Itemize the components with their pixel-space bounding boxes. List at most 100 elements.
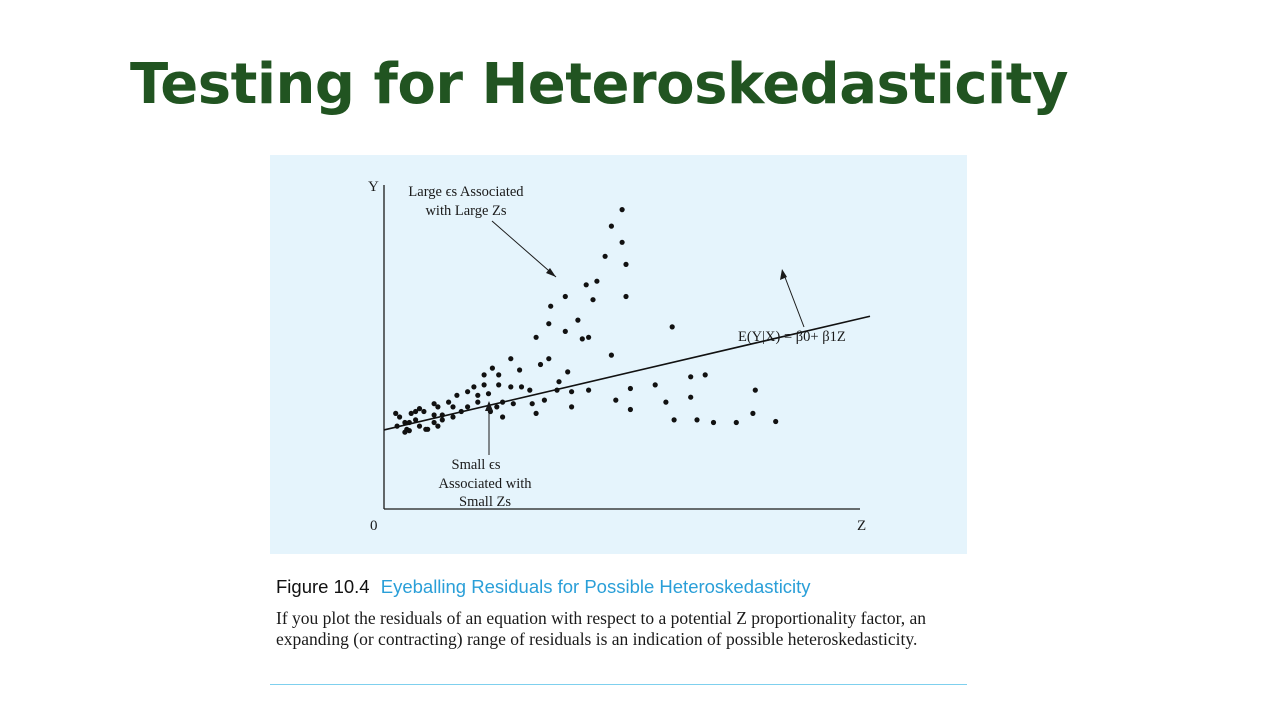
data-point — [694, 417, 700, 423]
scatter-chart: Y Z 0 Large ϵs Associated with Large Zs … — [368, 179, 871, 534]
origin-label: 0 — [370, 518, 378, 534]
data-point — [496, 372, 502, 378]
data-point — [541, 397, 547, 403]
data-point — [510, 401, 516, 407]
data-point — [402, 419, 408, 426]
annotation-large-arrow — [491, 220, 557, 278]
data-points — [393, 207, 779, 435]
data-point — [413, 417, 419, 423]
annotation-large-line2: with Large Zs — [425, 203, 506, 219]
data-point — [471, 384, 477, 390]
annotation-small-line3: Small Zs — [459, 494, 511, 510]
data-point — [562, 293, 568, 300]
data-point — [481, 372, 487, 378]
x-axis-label: Z — [857, 518, 866, 534]
data-point — [594, 278, 600, 284]
data-point — [431, 419, 437, 426]
annotation-small-line2: Associated with — [438, 476, 532, 492]
data-point — [773, 418, 779, 425]
data-point — [710, 419, 717, 426]
data-point — [508, 356, 514, 362]
data-point — [586, 387, 592, 393]
data-point — [450, 404, 456, 410]
annotation-large: Large ϵs Associated with Large Zs — [408, 184, 557, 278]
figure-panel: Y Z 0 Large ϵs Associated with Large Zs … — [270, 155, 967, 554]
data-point — [546, 356, 552, 362]
data-point — [669, 324, 675, 330]
data-point — [533, 334, 539, 340]
regression-label-arrowhead — [780, 269, 787, 280]
data-point — [416, 406, 423, 412]
data-point — [475, 392, 481, 398]
caption-rule — [270, 684, 967, 685]
data-point — [450, 414, 456, 420]
data-point — [517, 367, 523, 373]
data-point — [397, 414, 403, 420]
figure-title: Eyeballing Residuals for Possible Hetero… — [380, 576, 811, 597]
data-point — [652, 382, 658, 388]
data-point — [529, 401, 535, 407]
data-point — [421, 408, 427, 415]
figure-number: Figure 10.4 — [276, 576, 370, 597]
data-point — [608, 352, 614, 358]
annotation-large-line1: Large ϵs Associated — [408, 184, 524, 200]
annotation-large-arrowhead — [546, 268, 556, 277]
data-point — [465, 404, 471, 410]
data-point — [575, 317, 581, 323]
data-point — [750, 410, 756, 416]
data-point — [623, 261, 629, 267]
data-point — [431, 401, 437, 407]
data-point — [586, 334, 592, 340]
data-point — [416, 423, 423, 429]
data-point — [752, 387, 758, 393]
data-point — [439, 417, 445, 423]
data-point — [496, 382, 502, 388]
data-point — [733, 419, 739, 426]
annotation-small-arrowhead — [485, 401, 493, 411]
data-point — [425, 426, 431, 432]
data-point — [663, 399, 669, 405]
data-point — [408, 410, 414, 416]
data-point — [688, 374, 694, 380]
data-point — [562, 328, 568, 334]
y-axis-label: Y — [368, 179, 379, 195]
data-point — [485, 391, 492, 397]
data-point — [623, 293, 629, 300]
data-point — [465, 389, 471, 395]
data-point — [431, 412, 437, 418]
data-point — [454, 392, 460, 398]
data-point — [546, 321, 552, 327]
data-point — [556, 379, 562, 385]
annotation-small-line1: Small ϵs — [452, 457, 501, 473]
data-point — [537, 361, 544, 368]
data-point — [435, 423, 441, 429]
data-point — [413, 408, 419, 415]
data-point — [619, 207, 625, 213]
slide-title: Testing for Heteroskedasticity — [130, 52, 1069, 117]
data-point — [475, 399, 481, 405]
data-point — [569, 404, 575, 410]
regression-label: E(Y|X) = β0+ β1Z — [738, 269, 846, 345]
data-point — [688, 394, 694, 400]
data-point — [446, 399, 452, 405]
data-point — [393, 410, 399, 416]
figure-description: If you plot the residuals of an equation… — [276, 608, 927, 649]
data-point — [583, 282, 589, 288]
data-point — [527, 387, 533, 393]
caption-heading: Figure 10.4 Eyeballing Residuals for Pos… — [276, 576, 966, 598]
data-point — [590, 297, 596, 303]
annotation-small: Small ϵs Associated with Small Zs — [438, 401, 532, 510]
data-point — [406, 428, 412, 434]
data-point — [402, 429, 408, 435]
regression-label-text: E(Y|X) = β0+ β1Z — [738, 329, 846, 345]
data-point — [548, 303, 554, 309]
regression-label-arrow — [782, 271, 805, 328]
data-point — [435, 404, 441, 410]
data-point — [533, 410, 539, 416]
data-point — [608, 223, 614, 229]
axes: Y Z 0 — [368, 179, 866, 534]
data-point — [489, 365, 495, 371]
figure-caption: Figure 10.4 Eyeballing Residuals for Pos… — [276, 576, 966, 649]
data-point — [627, 406, 633, 413]
data-point — [508, 384, 514, 390]
